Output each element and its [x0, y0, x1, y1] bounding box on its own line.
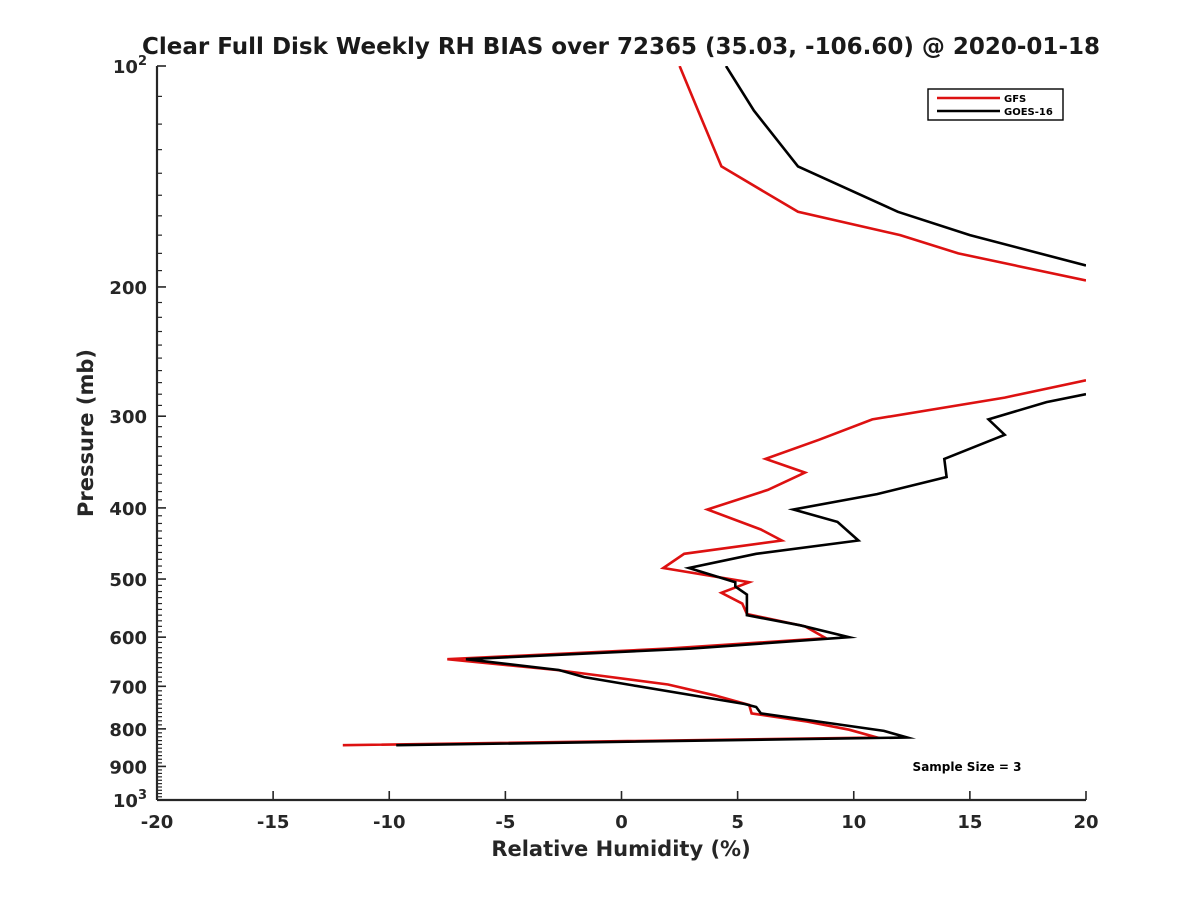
- y-tick-label: 500: [109, 570, 147, 591]
- chart-title: Clear Full Disk Weekly RH BIAS over 7236…: [142, 34, 1100, 60]
- y-tick-label: 400: [109, 499, 147, 520]
- axes: -20 -15 -10 -5 0 5 10 15 20 102 200 300 400 500 600 700…: [109, 54, 1098, 833]
- y-tick-label: 300: [109, 407, 147, 428]
- x-tick-label: -20: [141, 812, 174, 833]
- series-line-goes-16-segment-2: [396, 392, 1086, 747]
- legend-box: [927, 88, 1064, 121]
- y-tick-label: 200: [109, 278, 147, 299]
- series-line-gfs-segment-2: [342, 379, 1086, 747]
- x-tick-label: 15: [957, 812, 982, 833]
- y-tick-label: 102: [113, 54, 147, 78]
- y-tick-label: 700: [109, 677, 147, 698]
- series-lines: [342, 66, 1086, 747]
- sample-size-annotation: Sample Size = 3: [913, 760, 1022, 774]
- series-line-goes-16-segment-1: [724, 66, 1086, 267]
- legend-label-goes-16: GOES-16: [1004, 107, 1053, 118]
- x-axis-label: Relative Humidity (%): [491, 837, 750, 861]
- x-tick-label: 5: [731, 812, 744, 833]
- x-tick-label: -10: [373, 812, 406, 833]
- y-tick-label: 103: [113, 788, 147, 812]
- series-line-gfs-segment-1: [678, 66, 1086, 282]
- x-tick-label: -15: [257, 812, 290, 833]
- x-tick-label: -5: [495, 812, 515, 833]
- x-tick-label: 20: [1073, 812, 1098, 833]
- y-axis-label: Pressure (mb): [74, 349, 98, 517]
- plot-area: [342, 66, 1086, 747]
- y-tick-label: 800: [109, 720, 147, 741]
- x-tick-label: 0: [615, 812, 628, 833]
- y-tick-label: 600: [109, 628, 147, 649]
- legend-label-gfs: GFS: [1004, 94, 1026, 105]
- x-tick-label: 10: [841, 812, 866, 833]
- y-tick-label: 900: [109, 757, 147, 778]
- legend: GFS GOES-16: [927, 88, 1064, 121]
